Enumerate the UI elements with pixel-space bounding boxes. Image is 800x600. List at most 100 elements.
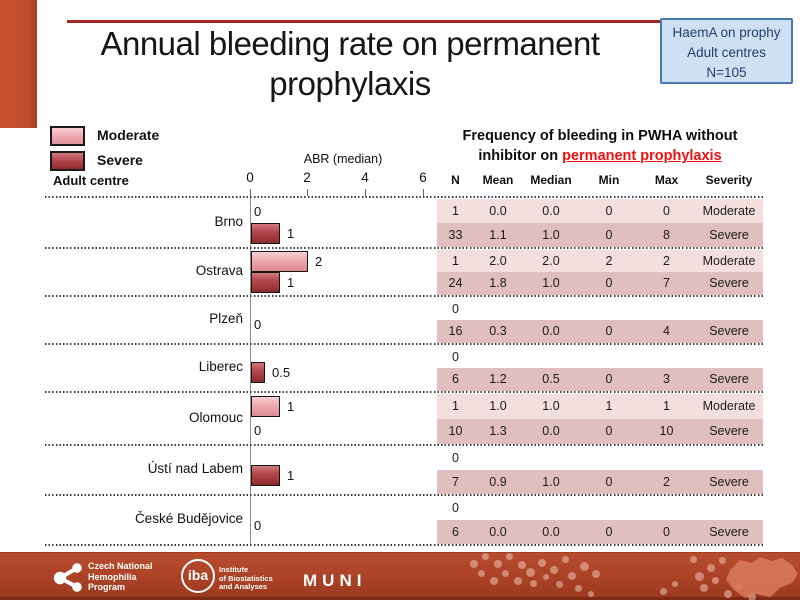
bar-severe <box>251 223 280 245</box>
table-cell: 0 <box>663 524 670 539</box>
table-cell: 16 <box>448 324 463 339</box>
table-cell: 33 <box>448 227 463 242</box>
bar-value-label: 0 <box>254 203 262 219</box>
table-cell: 1 <box>452 203 459 218</box>
table-cell: 0.0 <box>542 324 560 339</box>
decor-dot <box>672 581 678 587</box>
table-cell: 0 <box>605 227 613 242</box>
table-cell: 1.1 <box>489 227 507 242</box>
table-cell: 0.9 <box>489 474 507 489</box>
tick-mark <box>423 189 424 196</box>
table-cell: 1.2 <box>489 372 507 387</box>
table-cell: 3 <box>663 372 670 387</box>
centre-label: Olomouc <box>188 409 243 425</box>
table-title-line1: Frequency of bleeding in PWHA without <box>462 128 738 144</box>
info-box-line2: Adult centres <box>687 45 766 60</box>
table-cell: Moderate <box>702 203 756 218</box>
centre-label: České Budějovice <box>134 511 243 526</box>
table-cell: 0.0 <box>542 424 560 438</box>
table-cell: 1.0 <box>489 399 507 413</box>
table-cell: 1.8 <box>489 276 507 291</box>
table-cell: Moderate <box>702 253 756 268</box>
tick-label-0: 0 <box>246 170 254 185</box>
bar-value-label: 0 <box>254 517 262 533</box>
table-cell: 4 <box>663 324 670 339</box>
table-cell: Severe <box>709 474 749 489</box>
title-rule-line <box>67 20 790 23</box>
decor-dot <box>556 581 563 588</box>
decor-dot <box>588 591 594 597</box>
decor-dot <box>530 580 537 587</box>
cnhp-logo-icon <box>53 563 82 592</box>
table-cell: 1.0 <box>542 474 560 489</box>
table-cell: 0 <box>452 451 459 466</box>
centre-label: Ústí nad Labem <box>147 461 243 476</box>
decor-dot <box>543 574 549 580</box>
chart-axis-line <box>250 196 251 545</box>
col-header-max: Max <box>654 173 679 187</box>
table-cell: Moderate <box>702 399 756 413</box>
table-cell: 1 <box>663 399 670 413</box>
table-cell: 0.0 <box>542 524 560 539</box>
bar-severe <box>251 362 265 384</box>
group-separator-line <box>45 391 763 393</box>
table-cell: 0 <box>605 372 613 387</box>
table-cell: 1.0 <box>542 276 560 291</box>
table-cell: 0 <box>605 474 613 489</box>
decor-dot <box>482 553 489 560</box>
info-box-line1: HaemA on prophy <box>672 25 781 40</box>
table-cell: 0 <box>452 349 459 364</box>
legend-swatch-moderate <box>50 126 85 146</box>
czech-map-shape <box>726 557 798 598</box>
iba-logo-text: Institute of Biostatistics and Analyses <box>219 565 273 591</box>
table-cell: 2 <box>663 474 670 489</box>
legend-swatch-severe <box>50 151 85 171</box>
cnhp-logo-text: Czech National Hemophilia Program <box>88 561 153 592</box>
bar-severe <box>251 272 280 294</box>
axis-label: ABR (median) <box>303 152 383 166</box>
col-header-median: Median <box>530 173 572 187</box>
decor-dot <box>526 568 535 577</box>
centre-label: Plzeň <box>209 311 243 326</box>
decor-dot <box>592 570 600 578</box>
col-header-min: Min <box>598 173 620 187</box>
table-row: 33 1.1 1.0 0 8 Severe <box>437 222 763 247</box>
table-cell: 1.0 <box>542 227 560 242</box>
decor-dot <box>580 562 589 571</box>
decor-dot <box>748 593 756 600</box>
tick-mark <box>307 189 308 196</box>
bar-value-label: 1 <box>287 467 295 483</box>
decor-dot <box>506 553 513 560</box>
decor-dot <box>550 566 558 574</box>
table-cell: 10 <box>448 424 463 438</box>
table-row: 6 0.0 0.0 0 0 Severe <box>437 520 763 544</box>
left-accent-bar <box>0 0 37 128</box>
table-cell: Severe <box>709 372 749 387</box>
decor-dot <box>470 560 478 568</box>
table-row: 0 <box>437 447 763 471</box>
table-cell: 6 <box>452 372 459 387</box>
table-cell: 0 <box>605 276 613 291</box>
tick-label-4: 4 <box>361 170 369 185</box>
tick-mark <box>365 189 366 196</box>
legend-label-severe: Severe <box>97 152 143 168</box>
table-cell: Severe <box>709 324 749 339</box>
table-cell: 24 <box>448 276 463 291</box>
info-box: HaemA on prophy Adult centres N=105 <box>660 18 793 84</box>
group-separator-line <box>45 444 763 446</box>
table-cell: 1 <box>452 253 459 268</box>
decor-dot <box>575 585 582 592</box>
table-cell: 0 <box>605 424 613 438</box>
table-cell: 10 <box>659 424 674 438</box>
table-cell: 0 <box>663 203 670 218</box>
table-cell: 0.0 <box>489 524 507 539</box>
bar-value-label: 2 <box>315 253 323 269</box>
group-separator-line <box>45 343 763 345</box>
bar-moderate <box>251 396 280 418</box>
table-cell: Severe <box>709 276 749 291</box>
page-title-line1: Annual bleeding rate on permanent <box>100 25 600 62</box>
decor-dot <box>514 577 522 585</box>
table-row: 10 1.3 0.0 0 10 Severe <box>437 418 763 444</box>
bar-value-label: 1 <box>287 275 295 291</box>
